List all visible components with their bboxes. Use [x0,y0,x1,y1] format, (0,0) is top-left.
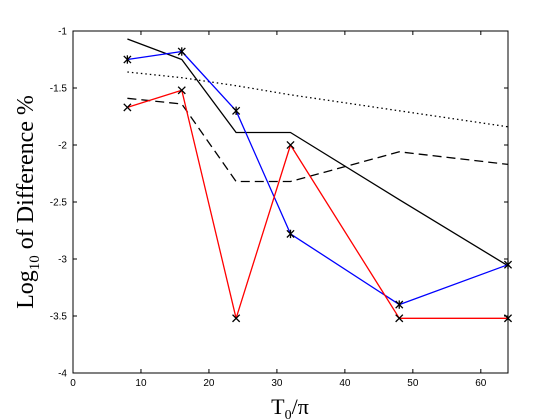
x-tick-label: 40 [339,378,351,389]
series-layer [127,38,509,319]
x-axis-title: T0/π [271,394,309,420]
series-line-2 [127,97,509,183]
x-axis-ticks: 0 10 20 30 40 50 60 [70,31,487,389]
marker-layer [123,47,513,323]
y-axis-title-tail: of Difference % [13,95,39,255]
data-point-marker [395,300,404,309]
series-line-4 [127,50,509,306]
y-tick-label: -2 [58,141,67,152]
x-tick-label: 60 [475,378,487,389]
series-line-1 [127,71,509,128]
y-tick-label: -3 [58,255,67,266]
plot-area [72,30,509,374]
x-tick-label: 20 [203,378,215,389]
y-tick-label: -4 [58,369,67,380]
data-point-marker [123,103,132,112]
x-tick-label: 10 [135,378,147,389]
data-point-marker [177,47,186,56]
x-axis-title-main: T [271,394,285,419]
y-axis-title: Log10 of Difference % [13,95,43,309]
data-point-marker [177,86,186,95]
y-tick-label: -3.5 [50,312,68,323]
data-point-marker [286,140,295,150]
data-point-marker [232,106,241,115]
data-point-marker [503,314,513,323]
y-axis-title-main: Log [13,270,39,309]
x-axis-title-subscript: 0 [285,408,292,420]
y-tick-label: -1.5 [50,84,68,95]
x-tick-label: 50 [407,378,419,389]
series-line-5 [127,89,508,319]
y-axis-ticks: -4 -3.5 -3 -2.5 -2 -1.5 -1 [50,27,508,380]
x-tick-label: 30 [271,378,283,389]
data-point-marker [503,260,513,269]
data-point-marker [232,314,241,323]
y-tick-label: -1 [58,27,67,38]
data-point-marker [286,229,295,239]
x-axis-title-tail: /π [292,394,309,419]
series-line-3 [127,38,509,267]
y-tick-label: -2.5 [50,198,68,209]
data-point-marker [123,55,132,64]
data-point-marker [395,314,404,323]
y-axis-title-subscript: 10 [27,255,43,270]
x-tick-label: 0 [70,378,76,389]
